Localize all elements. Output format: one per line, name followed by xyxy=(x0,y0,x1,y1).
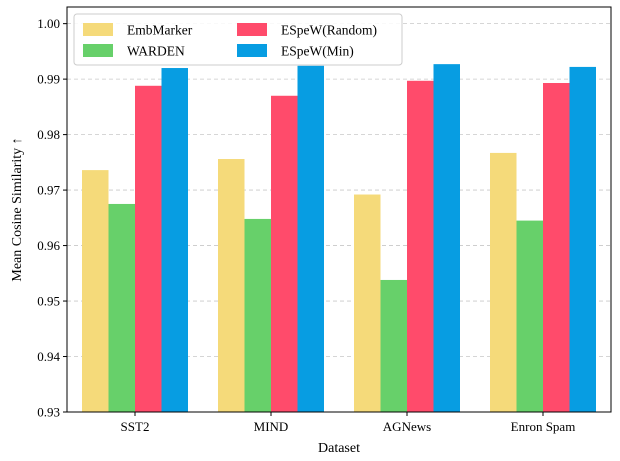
y-tick-label: 1.00 xyxy=(37,16,60,31)
bar-espew-random-mind xyxy=(271,95,298,412)
y-axis-label: Mean Cosine Similarity ↑ xyxy=(10,137,25,281)
y-tick-label: 0.95 xyxy=(37,294,60,309)
legend-box xyxy=(73,13,403,66)
legend-label: WARDEN xyxy=(127,44,185,59)
legend-swatch xyxy=(237,44,267,57)
bar-espew-min-agnews xyxy=(433,64,460,413)
bar-espew-min-sst2 xyxy=(161,68,188,412)
bar-espew-random-sst2 xyxy=(135,85,162,412)
plot-frame xyxy=(66,6,612,413)
x-axis-label: Dataset xyxy=(318,441,360,456)
y-tick-label: 0.97 xyxy=(37,183,60,198)
x-tick-label: AGNews xyxy=(383,419,431,434)
bar-embmarker-agnews xyxy=(354,194,381,412)
x-tick-label: SST2 xyxy=(121,419,150,434)
bar-embmarker-mind xyxy=(218,159,245,412)
bar-espew-random-enron-spam xyxy=(543,83,570,413)
y-tick-label: 0.99 xyxy=(37,72,60,87)
bar-embmarker-enron-spam xyxy=(490,152,517,413)
y-axis-ticks: 0.93 0.94 0.95 0.96 0.97 0.98 0.99 1.00 xyxy=(37,16,67,420)
bar-embmarker-sst2 xyxy=(82,170,109,412)
legend: EmbMarker WARDEN ESpeW(Random) ESpeW(Min) xyxy=(73,13,403,66)
legend-label: EmbMarker xyxy=(127,23,193,38)
legend-swatch xyxy=(83,44,113,57)
x-tick-label: MIND xyxy=(254,419,289,434)
legend-swatch xyxy=(83,23,113,36)
bar-warden-mind xyxy=(244,218,271,412)
y-tick-label: 0.94 xyxy=(37,349,60,364)
y-tick-label: 0.96 xyxy=(37,238,60,253)
bar-warden-agnews xyxy=(380,279,407,412)
y-tick-label: 0.93 xyxy=(37,405,60,420)
x-tick-label: Enron Spam xyxy=(511,419,576,434)
legend-label: ESpeW(Min) xyxy=(281,44,354,59)
legend-swatch xyxy=(237,23,267,36)
y-tick-label: 0.98 xyxy=(37,127,60,142)
bar-warden-enron-spam xyxy=(516,220,543,412)
x-axis-ticks: SST2 MIND AGNews Enron Spam xyxy=(121,412,576,434)
bars xyxy=(82,64,596,413)
bar-warden-sst2 xyxy=(108,203,135,412)
bar-espew-min-mind xyxy=(297,65,324,412)
legend-label: ESpeW(Random) xyxy=(281,23,377,38)
bar-espew-random-agnews xyxy=(407,80,434,413)
bar-espew-min-enron-spam xyxy=(569,66,596,412)
